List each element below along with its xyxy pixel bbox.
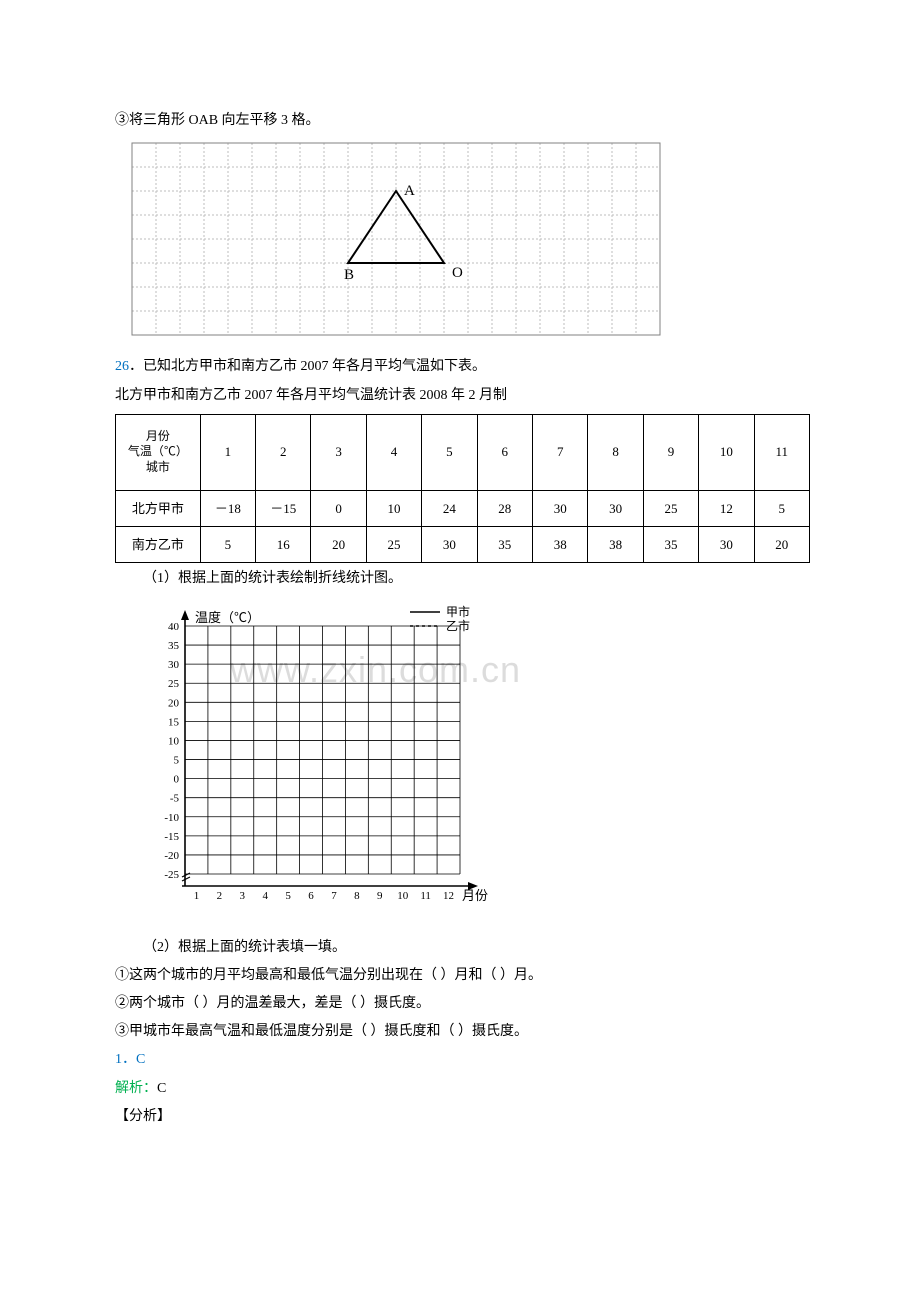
svg-text:25: 25 bbox=[168, 678, 180, 690]
svg-text:4: 4 bbox=[262, 890, 268, 902]
svg-text:甲市: 甲市 bbox=[446, 604, 470, 619]
svg-text:1: 1 bbox=[194, 890, 200, 902]
svg-text:30: 30 bbox=[168, 659, 180, 671]
svg-text:3: 3 bbox=[240, 890, 246, 902]
answer-1-label: 1．C bbox=[115, 1052, 145, 1067]
answer-explain-val: C bbox=[157, 1081, 166, 1096]
svg-text:-20: -20 bbox=[164, 849, 179, 861]
svg-text:40: 40 bbox=[168, 621, 180, 633]
svg-text:20: 20 bbox=[168, 697, 180, 709]
q26-text: ．已知北方甲市和南方乙市 2007 年各月平均气温如下表。 bbox=[129, 359, 486, 374]
sub2-3: ③甲城市年最高气温和最低温度分别是（ ）摄氏度和（ ）摄氏度。 bbox=[115, 1019, 810, 1044]
table-caption: 北方甲市和南方乙市 2007 年各月平均气温统计表 2008 年 2 月制 bbox=[115, 383, 810, 408]
temperature-table: 月份气温（℃）城市1234567891011北方甲市－18－1501024283… bbox=[115, 414, 810, 564]
svg-text:2: 2 bbox=[217, 890, 223, 902]
svg-text:5: 5 bbox=[285, 890, 291, 902]
svg-text:12: 12 bbox=[443, 890, 454, 902]
sub2-1: ①这两个城市的月平均最高和最低气温分别出现在（ ）月和（ ）月。 bbox=[115, 963, 810, 988]
page-content: ③将三角形 OAB 向左平移 3 格。 ABO 26．已知北方甲市和南方乙市 2… bbox=[115, 108, 810, 1129]
svg-text:-15: -15 bbox=[164, 830, 179, 842]
answer-explain: 解析：C bbox=[115, 1076, 810, 1101]
svg-text:9: 9 bbox=[377, 890, 383, 902]
svg-text:10: 10 bbox=[168, 735, 180, 747]
svg-text:6: 6 bbox=[308, 890, 314, 902]
svg-text:15: 15 bbox=[168, 716, 180, 728]
svg-text:-25: -25 bbox=[164, 869, 179, 881]
svg-text:7: 7 bbox=[331, 890, 337, 902]
svg-text:乙市: 乙市 bbox=[446, 618, 470, 633]
line-translate: ③将三角形 OAB 向左平移 3 格。 bbox=[115, 108, 810, 133]
svg-text:8: 8 bbox=[354, 890, 360, 902]
svg-text:-5: -5 bbox=[170, 792, 180, 804]
sub2-2: ②两个城市（ ）月的温差最大，差是（ ）摄氏度。 bbox=[115, 991, 810, 1016]
analysis: 【分析】 bbox=[115, 1104, 810, 1129]
svg-text:-10: -10 bbox=[164, 811, 179, 823]
sub2: （2）根据上面的统计表填一填。 bbox=[143, 935, 810, 960]
sub1: （1）根据上面的统计表绘制折线统计图。 bbox=[143, 566, 810, 591]
svg-text:35: 35 bbox=[168, 640, 180, 652]
svg-text:A: A bbox=[404, 183, 415, 199]
answer-explain-label: 解析： bbox=[115, 1081, 157, 1096]
svg-text:B: B bbox=[344, 267, 354, 283]
svg-text:0: 0 bbox=[174, 773, 180, 785]
svg-text:11: 11 bbox=[420, 890, 431, 902]
answer-1: 1．C bbox=[115, 1047, 810, 1072]
blank-chart: 4035302520151050-5-10-15-20-251234567891… bbox=[140, 604, 810, 923]
svg-text:5: 5 bbox=[174, 754, 180, 766]
svg-text:月份: 月份 bbox=[462, 888, 488, 903]
triangle-grid: A B O bbox=[130, 141, 810, 346]
svg-text:10: 10 bbox=[397, 890, 409, 902]
q26-line: 26．已知北方甲市和南方乙市 2007 年各月平均气温如下表。 bbox=[115, 354, 810, 379]
svg-text:O: O bbox=[452, 265, 463, 281]
svg-text:温度（℃）: 温度（℃） bbox=[195, 610, 260, 625]
q26-num: 26 bbox=[115, 359, 129, 374]
